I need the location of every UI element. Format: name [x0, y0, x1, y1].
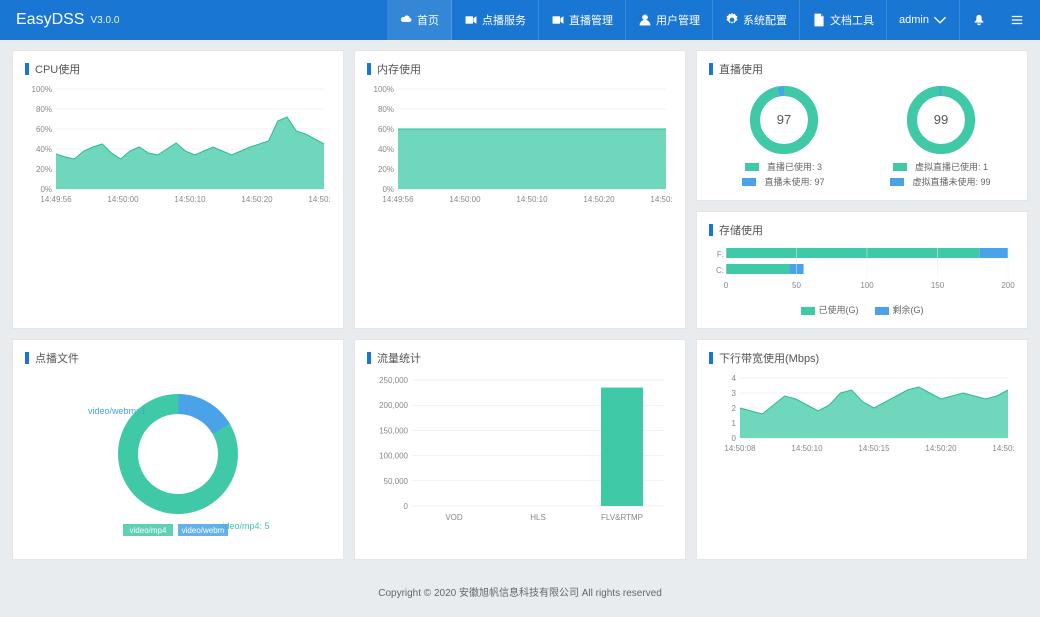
- svg-text:150,000: 150,000: [379, 426, 408, 435]
- bell-icon: [972, 13, 986, 27]
- bandwidth-chart: 0 1 2 3 4 14:50:08 14:50:10 14:50:15 14:50:20 14:…: [709, 374, 1015, 454]
- svg-text:100%: 100%: [374, 85, 394, 94]
- doc-icon: [812, 13, 826, 27]
- svg-text:4: 4: [732, 374, 737, 383]
- svg-text:40%: 40%: [378, 145, 394, 154]
- svg-text:14:50:10: 14:50:10: [516, 195, 548, 204]
- vod-files-card: 点播文件 video/webm: 1video/mp4: 5video/mp4v…: [12, 339, 344, 560]
- svg-text:14:50:24: 14:50:24: [992, 444, 1015, 453]
- svg-text:60%: 60%: [378, 125, 394, 134]
- cpu-title: CPU使用: [35, 61, 80, 77]
- brand-title: EasyDSS: [16, 11, 84, 29]
- svg-text:14:50:20: 14:50:20: [241, 195, 273, 204]
- video-icon: [464, 13, 478, 27]
- svg-text:HLS: HLS: [530, 513, 546, 522]
- svg-text:14:50:00: 14:50:00: [449, 195, 481, 204]
- svg-text:C:: C:: [716, 266, 724, 275]
- nav-首页[interactable]: 首页: [387, 0, 452, 40]
- live-donut: 99虚拟直播已使用: 1虚拟直播未使用: 99: [866, 85, 1015, 188]
- svg-text:100: 100: [860, 281, 874, 290]
- svg-text:0: 0: [732, 434, 737, 443]
- svg-text:60%: 60%: [36, 125, 52, 134]
- nav-文档工具[interactable]: 文档工具: [800, 0, 887, 40]
- svg-text:14:50:08: 14:50:08: [724, 444, 756, 453]
- svg-text:video/webm: video/webm: [182, 526, 225, 535]
- hamburger-icon: [1010, 13, 1024, 27]
- cpu-card: CPU使用 0% 20% 40% 60% 80% 100% 14:49:56 14:50:00…: [12, 50, 344, 329]
- svg-text:0%: 0%: [382, 185, 394, 194]
- svg-text:14:50:20: 14:50:20: [925, 444, 957, 453]
- svg-text:video/mp4: video/mp4: [130, 526, 167, 535]
- live-use-title: 直播使用: [719, 61, 763, 77]
- vod-donut-chart: video/webm: 1video/mp4: 5video/mp4video/…: [25, 374, 331, 544]
- svg-text:80%: 80%: [36, 105, 52, 114]
- svg-text:97: 97: [776, 112, 790, 127]
- memory-chart: 0% 20% 40% 60% 80% 100% 14:49:56 14:50:00 14:50:…: [367, 85, 673, 205]
- svg-text:14:50:25: 14:50:25: [650, 195, 673, 204]
- cloud-icon: [399, 13, 413, 27]
- svg-text:VOD: VOD: [445, 513, 463, 522]
- svg-text:100,000: 100,000: [379, 452, 408, 461]
- user-name: admin: [899, 14, 929, 26]
- vod-title: 点播文件: [35, 350, 79, 366]
- svg-text:video/webm: 1: video/webm: 1: [88, 406, 146, 416]
- memory-title: 内存使用: [377, 61, 421, 77]
- video-icon: [551, 13, 565, 27]
- user-menu[interactable]: admin: [887, 0, 960, 40]
- nav-系统配置[interactable]: 系统配置: [713, 0, 800, 40]
- top-navbar: EasyDSS V3.0.0 首页点播服务直播管理用户管理系统配置文档工具 ad…: [0, 0, 1040, 40]
- svg-text:2: 2: [732, 404, 737, 413]
- svg-text:50: 50: [792, 281, 801, 290]
- dashboard-grid: CPU使用 0%20%40%60%80%100%14:49:5614:50:00…: [0, 40, 1040, 570]
- svg-text:FLV&RTMP: FLV&RTMP: [601, 513, 643, 522]
- storage-chart: F: C:0 50 100 150 200: [709, 246, 1015, 296]
- svg-text:200: 200: [1001, 281, 1015, 290]
- svg-text:F:: F:: [717, 250, 724, 259]
- svg-text:0%: 0%: [40, 185, 52, 194]
- svg-text:14:50:10: 14:50:10: [174, 195, 206, 204]
- svg-text:40%: 40%: [36, 145, 52, 154]
- svg-text:14:50:25: 14:50:25: [308, 195, 331, 204]
- svg-text:20%: 20%: [36, 165, 52, 174]
- storage-title: 存储使用: [719, 222, 763, 238]
- nav-点播服务[interactable]: 点播服务: [452, 0, 539, 40]
- footer-text: Copyright © 2020 安徽旭帆信息科技有限公司 All rights…: [0, 570, 1040, 617]
- svg-text:150: 150: [931, 281, 945, 290]
- live-donut: 97直播已使用: 3直播未使用: 97: [709, 85, 858, 188]
- bell-button[interactable]: [960, 0, 998, 40]
- menu-button[interactable]: [998, 0, 1024, 40]
- svg-text:14:50:15: 14:50:15: [858, 444, 890, 453]
- svg-text:1: 1: [732, 419, 737, 428]
- traffic-title: 流量统计: [377, 350, 421, 366]
- user-icon: [638, 13, 652, 27]
- svg-text:14:50:20: 14:50:20: [583, 195, 615, 204]
- svg-text:250,000: 250,000: [379, 376, 408, 385]
- gear-icon: [725, 13, 739, 27]
- svg-text:50,000: 50,000: [384, 477, 409, 486]
- svg-text:0: 0: [724, 281, 729, 290]
- svg-text:99: 99: [933, 112, 947, 127]
- live-use-card: 直播使用 97直播已使用: 3直播未使用: 9799虚拟直播已使用: 1虚拟直播…: [696, 50, 1028, 201]
- svg-text:20%: 20%: [378, 165, 394, 174]
- traffic-chart: 0 50,000 100,000 150,000 200,000 250,000 VOD HL…: [367, 374, 673, 524]
- nav-用户管理[interactable]: 用户管理: [626, 0, 713, 40]
- chevron-down-icon: [933, 13, 947, 27]
- traffic-card: 流量统计 0 50,000 100,000 150,000 200,000 250,000…: [354, 339, 686, 560]
- svg-text:14:49:56: 14:49:56: [40, 195, 72, 204]
- svg-text:80%: 80%: [378, 105, 394, 114]
- storage-card: 存储使用 F:C:050100150200 已使用(G)剩余(G): [696, 211, 1028, 329]
- svg-text:100%: 100%: [32, 85, 52, 94]
- memory-card: 内存使用 0% 20% 40% 60% 80% 100% 14:49:56 14:50:00 1…: [354, 50, 686, 329]
- svg-text:14:50:10: 14:50:10: [791, 444, 823, 453]
- nav-直播管理[interactable]: 直播管理: [539, 0, 626, 40]
- svg-text:14:49:56: 14:49:56: [382, 195, 414, 204]
- svg-text:0: 0: [404, 502, 409, 511]
- bandwidth-card: 下行带宽使用(Mbps) 0 1 2 3 4 14:50:08 14:50:10 14:50:…: [696, 339, 1028, 560]
- svg-text:200,000: 200,000: [379, 401, 408, 410]
- svg-text:3: 3: [732, 389, 737, 398]
- version-label: V3.0.0: [90, 15, 119, 26]
- svg-text:14:50:00: 14:50:00: [107, 195, 139, 204]
- bandwidth-title: 下行带宽使用(Mbps): [719, 350, 819, 366]
- cpu-chart: 0% 20% 40% 60% 80% 100% 14:49:56 14:50:00 14:50:…: [25, 85, 331, 205]
